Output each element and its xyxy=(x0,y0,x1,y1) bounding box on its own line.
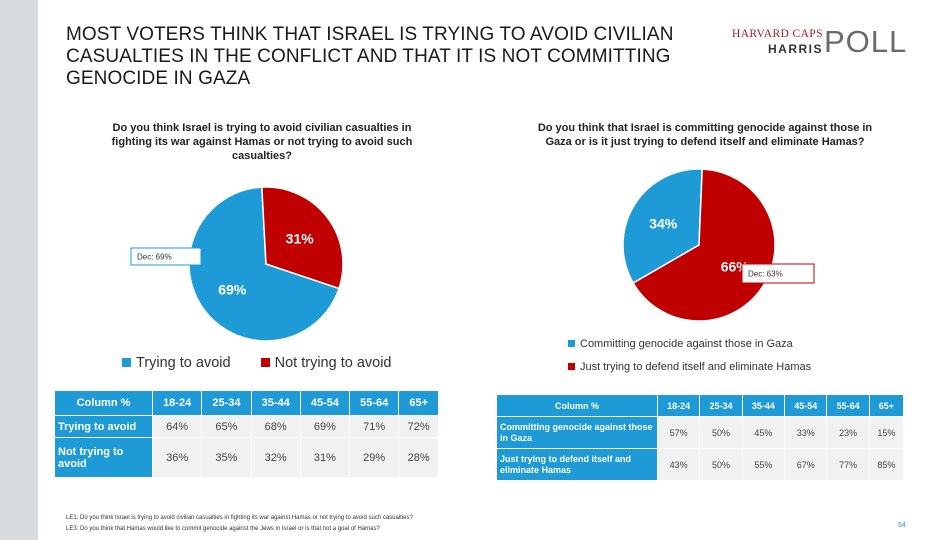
footnote-le1: LE1: Do you think Israel is trying to av… xyxy=(66,515,413,521)
table-cell: 85% xyxy=(868,448,905,481)
table-header-cell: 65+ xyxy=(398,390,439,416)
page-number: 54 xyxy=(898,522,906,529)
legend-swatch-genocide xyxy=(568,340,575,347)
table-cell: 43% xyxy=(656,448,701,481)
table-header-cell: 18-24 xyxy=(656,394,701,417)
table-age-genocide: Column % 18-24 25-34 35-44 45-54 55-64 6… xyxy=(496,394,905,481)
pie-data-label: 31% xyxy=(286,230,315,246)
chart2-legend-item-genocide: Committing genocide against those in Gaz… xyxy=(568,338,793,350)
table-header-row: Column % 18-24 25-34 35-44 45-54 55-64 6… xyxy=(54,390,439,416)
legend-swatch-not-trying xyxy=(260,358,270,367)
harvard-caps-harris-poll-logo: HARVARD CAPS HARRIS POLL xyxy=(720,24,910,68)
table-header-row: Column % 18-24 25-34 35-44 45-54 55-64 6… xyxy=(496,394,905,417)
table-age-avoid-casualties: Column % 18-24 25-34 35-44 45-54 55-64 6… xyxy=(54,390,439,478)
pie-annotation-text: Dec: 69% xyxy=(137,253,172,262)
table-header-cell: 25-34 xyxy=(699,394,743,417)
pie-data-label: 34% xyxy=(649,215,678,231)
table-row-label: Just trying to defend itself and elimina… xyxy=(496,448,658,481)
table-cell: 67% xyxy=(784,448,828,481)
legend-label-trying: Trying to avoid xyxy=(136,355,231,371)
logo-line-3: POLL xyxy=(824,24,908,59)
table-header-cell: 18-24 xyxy=(151,390,203,416)
table-cell: 15% xyxy=(868,416,905,449)
table-header-cell: Column % xyxy=(54,390,153,416)
logo-line-2: HARRIS xyxy=(768,42,824,56)
chart1-legend: Trying to avoid Not trying to avoid xyxy=(122,355,392,371)
table-cell: 72% xyxy=(398,415,439,438)
pie-annotation-box xyxy=(130,247,202,266)
table-cell: 33% xyxy=(784,416,828,449)
pie-slice-just-trying-to-defend-itself-and-eliminate-hamas xyxy=(632,168,776,322)
table-cell: 77% xyxy=(826,448,870,481)
table-header-cell: 25-34 xyxy=(201,390,252,416)
chart1-question: Do you think Israel is trying to avoid c… xyxy=(111,122,413,162)
legend-swatch-trying xyxy=(122,358,131,367)
table-header-cell: 45-54 xyxy=(784,394,828,417)
logo-line-1: HARVARD CAPS xyxy=(732,28,823,40)
legend-label-defend: Just trying to defend itself and elimina… xyxy=(580,361,812,373)
table-cell: 32% xyxy=(250,437,301,478)
table-row-label: Trying to avoid xyxy=(54,415,153,438)
pie-annotation: Dec: 69% xyxy=(130,247,202,266)
pie-annotation-text: Dec: 63% xyxy=(748,270,783,279)
pie-slice-not-trying-to-avoid xyxy=(261,186,344,290)
footnote-le3: LE3: Do you think that Hamas would like … xyxy=(66,526,380,532)
table-header-cell: Column % xyxy=(496,394,658,417)
table-row-label: Not trying to avoid xyxy=(54,437,153,478)
slide-title: MOST VOTERS THINK THAT ISRAEL IS TRYING … xyxy=(66,24,674,89)
pie-annotation-box xyxy=(741,263,815,284)
chart2-legend-item-defend: Just trying to defend itself and elimina… xyxy=(568,361,811,373)
table-header-cell: 55-64 xyxy=(349,390,400,416)
table-cell: 50% xyxy=(699,416,743,449)
table-header-cell: 35-44 xyxy=(741,394,786,417)
table-cell: 29% xyxy=(349,437,400,478)
pie-annotation: Dec: 63% xyxy=(741,263,815,284)
table-cell: 28% xyxy=(398,437,439,478)
table-cell: 57% xyxy=(656,416,701,449)
table-cell: 69% xyxy=(299,415,351,438)
legend-swatch-defend xyxy=(568,363,575,370)
table-cell: 64% xyxy=(151,415,203,438)
table-row: Trying to avoid 64% 65% 68% 69% 71% 72% xyxy=(54,415,439,438)
table-cell: 36% xyxy=(151,437,203,478)
table-row-label: Committing genocide against those in Gaz… xyxy=(496,416,658,449)
table-cell: 55% xyxy=(741,448,786,481)
legend-label-genocide: Committing genocide against those in Gaz… xyxy=(580,338,793,350)
table-row: Not trying to avoid 36% 35% 32% 31% 29% … xyxy=(54,437,439,478)
table-cell: 23% xyxy=(826,416,870,449)
table-cell: 50% xyxy=(699,448,743,481)
table-cell: 65% xyxy=(201,415,252,438)
pie-data-label: 69% xyxy=(218,282,247,298)
legend-label-not-trying: Not trying to avoid xyxy=(274,355,392,371)
table-cell: 35% xyxy=(201,437,252,478)
table-row: Committing genocide against those in Gaz… xyxy=(496,416,905,449)
table-cell: 45% xyxy=(741,416,786,449)
table-header-cell: 45-54 xyxy=(299,390,351,416)
table-header-cell: 35-44 xyxy=(250,390,301,416)
left-side-bar xyxy=(0,0,38,540)
table-cell: 68% xyxy=(250,415,301,438)
table-row: Just trying to defend itself and elimina… xyxy=(496,448,905,481)
table-header-cell: 55-64 xyxy=(826,394,870,417)
table-header-cell: 65+ xyxy=(868,394,905,417)
pie-slice-trying-to-avoid xyxy=(188,186,340,342)
table-cell: 31% xyxy=(299,437,351,478)
chart2-question: Do you think that Israel is committing g… xyxy=(537,122,873,148)
table-cell: 71% xyxy=(349,415,400,438)
